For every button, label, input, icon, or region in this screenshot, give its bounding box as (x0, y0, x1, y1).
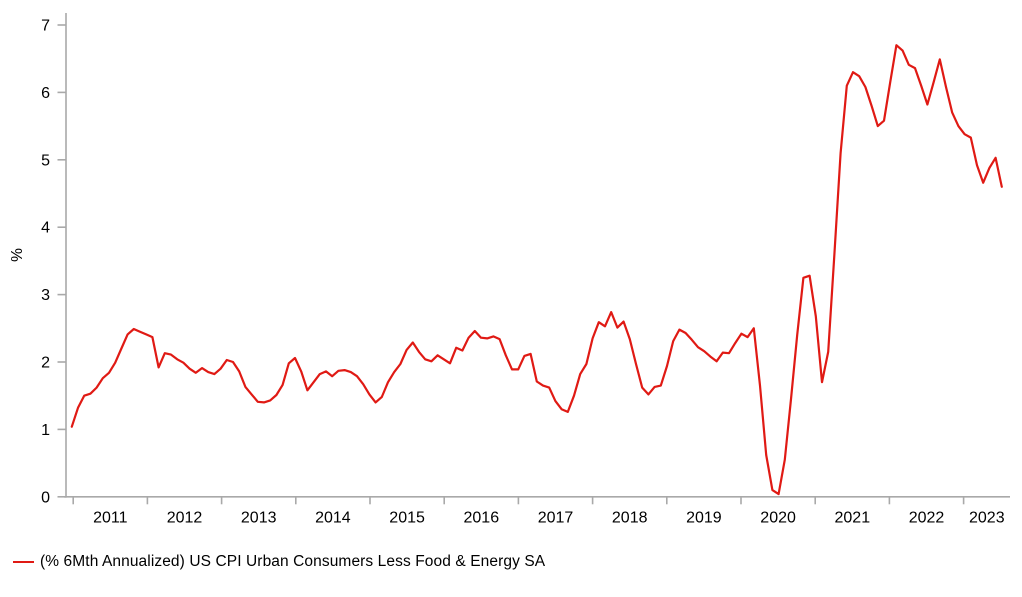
y-axis-tick-label: 1 (41, 422, 50, 439)
chart-legend: (% 6Mth Annualized) US CPI Urban Consume… (13, 553, 545, 571)
legend-series-label: (% 6Mth Annualized) US CPI Urban Consume… (40, 553, 546, 570)
x-axis-tick-label: 2021 (835, 509, 871, 526)
y-axis-tick-label: 5 (41, 152, 50, 169)
x-axis-tick-label: 2015 (389, 509, 425, 526)
y-axis-tick-label: 6 (41, 85, 50, 102)
x-axis-tick-label: 2014 (315, 509, 351, 526)
x-axis-tick-label: 2012 (167, 509, 203, 526)
x-axis-tick-label: 2017 (538, 509, 574, 526)
y-axis-tick-label: 4 (41, 220, 50, 237)
x-axis-tick-label: 2020 (760, 509, 796, 526)
legend-line-swatch (13, 560, 34, 564)
x-axis-tick-label: 2016 (464, 509, 500, 526)
y-axis-tick-label: 0 (41, 489, 50, 506)
x-axis-tick-label: 2022 (909, 509, 945, 526)
x-axis-tick-label: 2013 (241, 509, 277, 526)
x-axis-tick-label: 2018 (612, 509, 648, 526)
x-axis-tick-label: 2019 (686, 509, 722, 526)
x-axis-tick-label: 2023 (969, 509, 1005, 526)
y-axis-tick-label: 2 (41, 355, 50, 372)
cpi-series-line (70, 44, 1003, 496)
y-axis-title: % (9, 248, 26, 262)
y-axis-tick-label: 7 (41, 18, 50, 35)
y-axis-tick-label: 3 (41, 287, 50, 304)
x-axis-tick-label: 2011 (93, 509, 128, 526)
